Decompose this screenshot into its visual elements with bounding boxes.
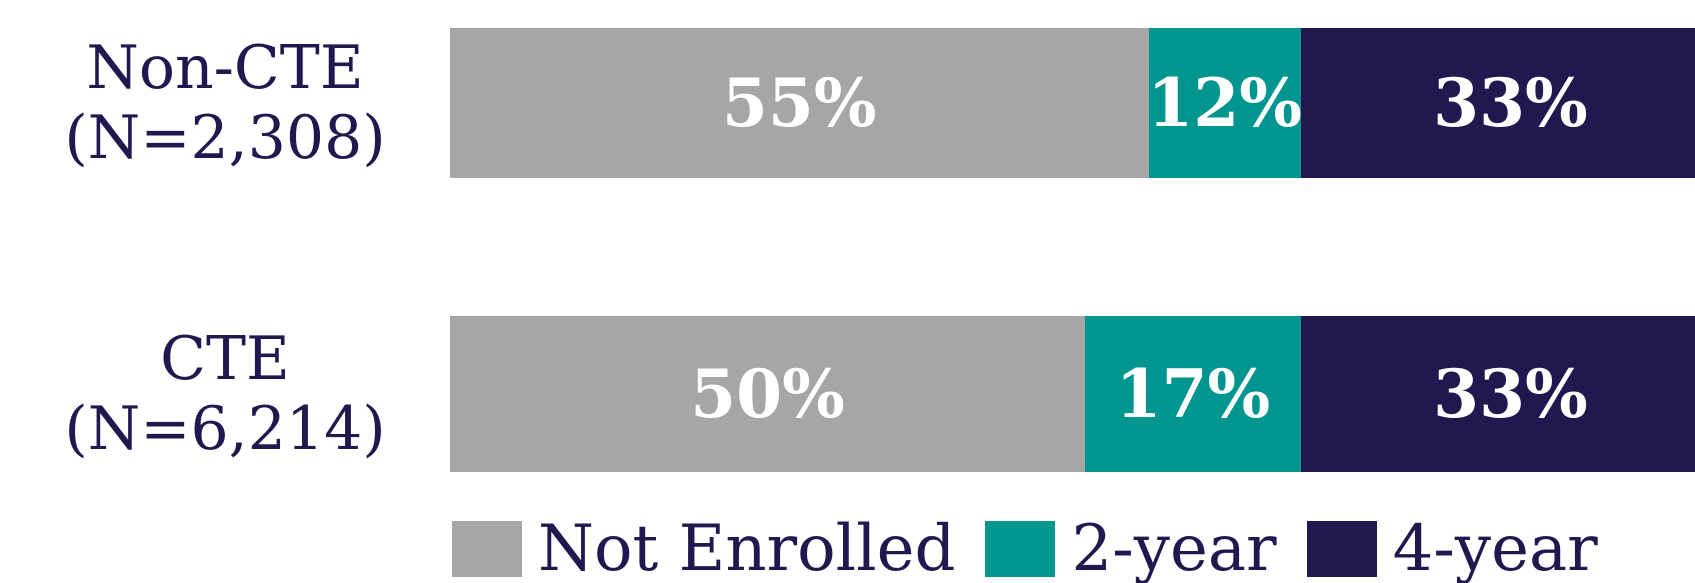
bar-segment xyxy=(1085,316,1301,472)
legend-label: 4-year xyxy=(1392,512,1598,583)
value-label: 50% xyxy=(690,355,845,433)
legend-swatch xyxy=(452,521,522,577)
bar-segment xyxy=(1300,316,1695,472)
category-text: CTE (N=6,214) xyxy=(64,324,386,464)
bar-segment xyxy=(1300,28,1695,178)
value-label: 17% xyxy=(1115,355,1271,433)
legend: Not Enrolled 2-year 4-year xyxy=(452,512,1628,583)
category-label: CTE (N=6,214) xyxy=(0,316,450,472)
legend-label: 2-year xyxy=(1071,512,1277,583)
bar-segment xyxy=(450,316,1085,472)
bar-segment xyxy=(1148,28,1301,178)
category-label: Non-CTE (N=2,308) xyxy=(0,28,450,178)
value-label: 33% xyxy=(1433,64,1588,142)
legend-swatch xyxy=(985,521,1056,577)
value-label: 55% xyxy=(721,64,877,142)
value-label: 33% xyxy=(1433,355,1588,433)
value-label: 12% xyxy=(1147,64,1302,142)
bar-segment xyxy=(450,28,1149,178)
legend-swatch xyxy=(1306,521,1377,577)
category-text: Non-CTE (N=2,308) xyxy=(64,33,386,173)
legend-label: Not Enrolled xyxy=(538,512,956,583)
